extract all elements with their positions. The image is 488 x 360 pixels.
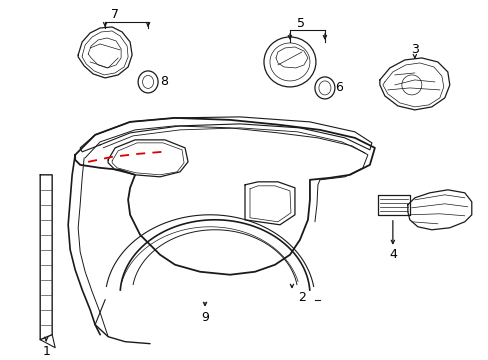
Text: 3: 3 [410,44,418,57]
Text: 4: 4 [388,248,396,261]
Text: 9: 9 [201,311,208,324]
Text: 5: 5 [296,18,305,31]
Text: 8: 8 [160,76,168,89]
Text: 2: 2 [297,291,305,304]
Text: 1: 1 [42,345,50,358]
Text: 6: 6 [334,81,342,94]
Text: 7: 7 [111,9,119,22]
